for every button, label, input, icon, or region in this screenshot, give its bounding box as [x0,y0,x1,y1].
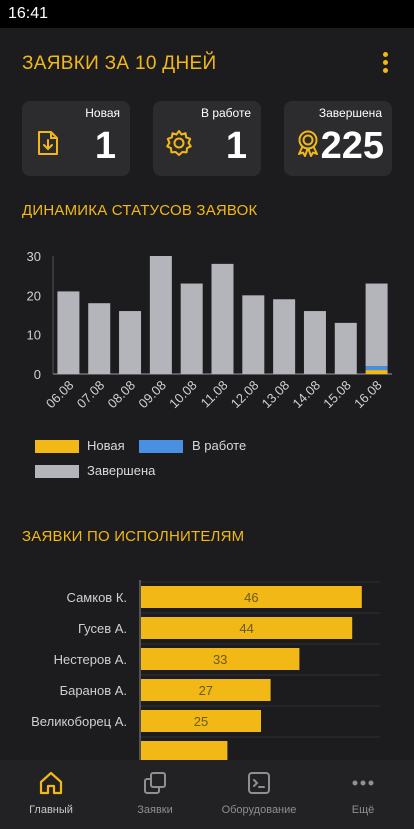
x-tick-label: 07.08 [74,378,108,412]
more-vertical-icon-dot [383,60,388,65]
copy-icon [144,772,166,794]
executor-bar[interactable] [141,617,353,639]
executors-chart: Самков К. 46 Гусев А. 44 Нестеров А. 33 Барано… [31,580,380,760]
legend-swatch-done [35,465,79,478]
x-tick-label: 14.08 [289,378,323,412]
legend-label-in-work: В работе [192,438,247,453]
bar-done[interactable] [334,322,357,374]
nav-equipment[interactable]: Оборудование [212,760,306,829]
executor-name: Баранов А. [60,683,127,698]
y-tick-label: 30 [27,249,41,264]
bar-done[interactable] [119,311,142,374]
more-vertical-icon [383,52,388,57]
executor-bar[interactable] [141,679,271,701]
card-done-label: Завершена [318,106,382,120]
gear-icon [166,130,192,156]
legend-swatch-in-work [139,440,183,453]
nav-home-label: Главный [29,804,73,816]
bar-in-work[interactable] [365,366,388,371]
nav-requests[interactable]: Заявки [114,760,196,829]
bar-new[interactable] [365,370,388,374]
x-tick-label: 08.08 [105,378,139,412]
nav-equipment-label: Оборудование [221,804,297,816]
bar-done[interactable] [88,303,111,374]
x-tick-label: 10.08 [166,378,200,412]
executor-bar-value: 44 [239,621,253,636]
x-tick-label: 15.08 [320,378,354,412]
card-new-value: 1 [94,125,116,167]
card-new-label: Новая [85,106,120,120]
executor-bar-value: 33 [213,652,227,667]
executor-bar[interactable] [141,586,362,608]
card-new[interactable]: Новая 1 [22,101,130,176]
award-icon [298,130,318,157]
status-dynamics-chart: 0 10 20 30 06.0807.0808.0809.0810.0811.0812.… [27,249,392,412]
bar-done[interactable] [242,295,265,374]
executor-name: Великоборец А. [31,714,127,729]
executor-bar[interactable] [141,710,261,732]
section-title-by-executor: ЗАЯВКИ ПО ИСПОЛНИТЕЛЯМ [22,528,245,545]
bar-done[interactable] [303,311,326,374]
x-tick-label: 12.08 [228,378,262,412]
executor-name: Гусев А. [78,621,127,636]
legend-swatch-new [35,440,79,453]
bar-done[interactable] [149,256,172,374]
nav-more[interactable]: Ещё [322,760,404,829]
bar-done[interactable] [180,283,203,374]
bar-done[interactable] [273,299,296,374]
more-vertical-icon-dot [383,68,388,73]
x-tick-label: 13.08 [259,378,293,412]
x-tick-label: 06.08 [43,378,77,412]
bar-done[interactable] [57,291,80,374]
status-time: 16:41 [8,5,49,22]
executor-name: Нестеров А. [54,652,127,667]
executor-bar-value: 46 [244,590,258,605]
bar-done[interactable] [365,283,388,367]
more-icon [352,780,374,786]
card-done[interactable]: Завершена 225 [284,101,392,176]
y-tick-label: 10 [27,328,41,343]
x-tick-label: 09.08 [135,378,169,412]
nav-home[interactable]: Главный [10,760,92,829]
legend-label-done: Завершена [87,463,156,478]
section-title-status-dynamics: ДИНАМИКА СТАТУСОВ ЗАЯВОК [22,202,258,219]
card-done-value: 225 [320,125,384,167]
page-title: ЗАЯВКИ ЗА 10 ДНЕЙ [22,53,217,74]
nav-requests-label: Заявки [137,804,173,816]
x-tick-label: 16.08 [351,378,385,412]
bottom-navigation: Главный Заявки Оборудование Ещё [0,760,414,829]
nav-more-label: Ещё [351,804,375,816]
executor-name: Самков К. [67,590,127,605]
x-tick-label: 11.08 [198,378,231,411]
legend-label-new: Новая [87,438,125,453]
executor-bar-partial[interactable] [141,741,228,760]
download-doc-icon [38,131,58,155]
card-in-work-value: 1 [225,125,247,167]
y-tick-label: 20 [27,288,41,303]
executor-bar-value: 27 [199,683,213,698]
terminal-icon [248,772,270,794]
y-tick-label: 0 [34,367,41,382]
executor-bar-value: 25 [194,714,208,729]
card-in-work[interactable]: В работе 1 [153,101,261,176]
status-bar: 16:41 [0,0,414,28]
bar-done[interactable] [211,263,234,374]
more-menu-button[interactable] [376,50,396,76]
executor-bar[interactable] [141,648,300,670]
home-icon [39,771,63,795]
card-in-work-label: В работе [200,106,251,120]
